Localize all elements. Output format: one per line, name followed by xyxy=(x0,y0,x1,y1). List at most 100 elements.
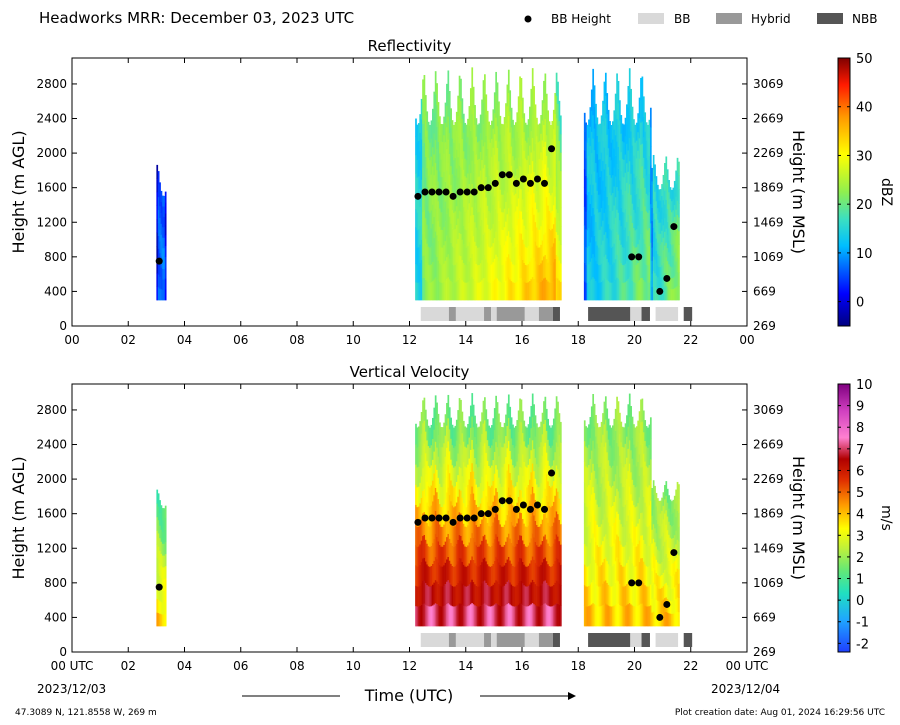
velocity-cell xyxy=(533,581,535,605)
velocity-cell xyxy=(599,486,602,507)
reflectivity-cell xyxy=(427,175,430,194)
velocity-cell xyxy=(484,603,486,627)
reflectivity-cell xyxy=(417,123,420,142)
velocity-cell xyxy=(437,413,440,436)
y2-tick-label: 1069 xyxy=(753,250,784,264)
reflectivity-cell xyxy=(651,167,654,182)
reflectivity-cell xyxy=(673,192,676,206)
velocity-cell xyxy=(557,469,559,492)
velocity-cell xyxy=(477,486,479,508)
velocity-cell xyxy=(416,586,419,607)
reflectivity-cell xyxy=(446,191,448,214)
reflectivity-cell xyxy=(606,134,609,156)
velocity-cell xyxy=(524,606,527,627)
reflectivity-cell xyxy=(548,121,551,140)
reflectivity-cell xyxy=(652,285,655,301)
reflectivity-cell xyxy=(645,157,648,176)
velocity-cell xyxy=(642,518,645,541)
reflectivity-cell xyxy=(631,106,634,127)
reflectivity-cell xyxy=(661,207,663,220)
reflectivity-cell xyxy=(583,112,586,132)
reflectivity-cell xyxy=(164,256,167,268)
reflectivity-cell xyxy=(423,187,426,211)
reflectivity-cell xyxy=(543,102,545,126)
velocity-cell xyxy=(558,498,561,520)
velocity-cell xyxy=(163,578,166,591)
reflectivity-cell xyxy=(616,73,618,97)
velocity-cell xyxy=(614,452,617,475)
velocity-cell xyxy=(547,522,550,544)
reflectivity-cell xyxy=(471,160,474,185)
reflectivity-cell xyxy=(612,282,614,301)
velocity-cell xyxy=(600,442,603,464)
velocity-cell xyxy=(467,423,469,445)
velocity-cell xyxy=(655,519,658,534)
velocity-cell xyxy=(620,523,623,545)
reflectivity-cell xyxy=(422,211,424,235)
velocity-cell xyxy=(479,462,482,484)
reflectivity-cell xyxy=(527,281,530,301)
colorbar-tick-label: 0 xyxy=(856,594,864,609)
velocity-cell xyxy=(474,436,476,459)
reflectivity-cell xyxy=(441,229,444,248)
reflectivity-cell xyxy=(531,160,534,185)
reflectivity-cell xyxy=(597,212,600,231)
reflectivity-cell xyxy=(531,68,534,92)
reflectivity-cell xyxy=(448,132,451,155)
velocity-cell xyxy=(465,447,468,468)
reflectivity-cell xyxy=(668,264,670,277)
reflectivity-cell xyxy=(451,282,454,301)
reflectivity-cell xyxy=(434,231,437,255)
reflectivity-cell xyxy=(557,212,559,235)
reflectivity-cell xyxy=(652,154,655,170)
reflectivity-cell xyxy=(537,212,540,231)
velocity-cell xyxy=(665,553,668,569)
colorbar-tick-label: 1 xyxy=(856,573,864,588)
velocity-cell xyxy=(159,525,161,539)
reflectivity-cell xyxy=(610,160,613,178)
y-tick-label: 1600 xyxy=(36,507,67,521)
reflectivity-cell xyxy=(472,86,475,109)
velocity-cell xyxy=(432,417,434,440)
reflectivity-cell xyxy=(482,168,485,191)
reflectivity-cell xyxy=(502,124,505,143)
reflectivity-cell xyxy=(486,205,489,225)
reflectivity-cell xyxy=(627,86,630,108)
reflectivity-cell xyxy=(156,273,159,287)
reflectivity-cell xyxy=(475,227,478,246)
velocity-cell xyxy=(595,478,597,500)
reflectivity-cell xyxy=(633,119,635,138)
colorbar-tick-label: 10 xyxy=(856,378,873,393)
reflectivity-cell xyxy=(493,154,496,176)
velocity-cell xyxy=(437,456,440,478)
reflectivity-cell xyxy=(648,209,651,229)
x-tick-label: 18 xyxy=(571,659,586,673)
velocity-cell xyxy=(614,408,617,431)
velocity-cell xyxy=(481,412,483,435)
velocity-cell xyxy=(665,495,668,511)
y2-tick-label: 2269 xyxy=(753,472,784,486)
reflectivity-cell xyxy=(526,282,528,301)
reflectivity-cell xyxy=(590,89,593,111)
reflectivity-cell xyxy=(637,113,640,133)
reflectivity-cell xyxy=(432,166,434,186)
reflectivity-cell xyxy=(465,247,468,266)
velocity-cell xyxy=(548,565,551,587)
velocity-cell xyxy=(588,545,590,566)
reflectivity-cell xyxy=(606,175,609,197)
velocity-cell xyxy=(498,477,500,499)
reflectivity-cell xyxy=(602,160,604,181)
reflectivity-cell xyxy=(545,155,548,177)
reflectivity-cell xyxy=(506,106,509,128)
velocity-cell xyxy=(676,510,679,526)
reflectivity-cell xyxy=(599,123,602,142)
reflectivity-cell xyxy=(439,263,441,282)
velocity-cell xyxy=(493,582,496,605)
velocity-cell xyxy=(453,546,455,567)
velocity-cell xyxy=(590,472,593,495)
reflectivity-cell xyxy=(163,216,166,228)
reflectivity-cell xyxy=(541,240,544,261)
velocity-cell xyxy=(454,606,457,627)
velocity-cell xyxy=(585,526,587,547)
reflectivity-cell xyxy=(649,261,652,282)
